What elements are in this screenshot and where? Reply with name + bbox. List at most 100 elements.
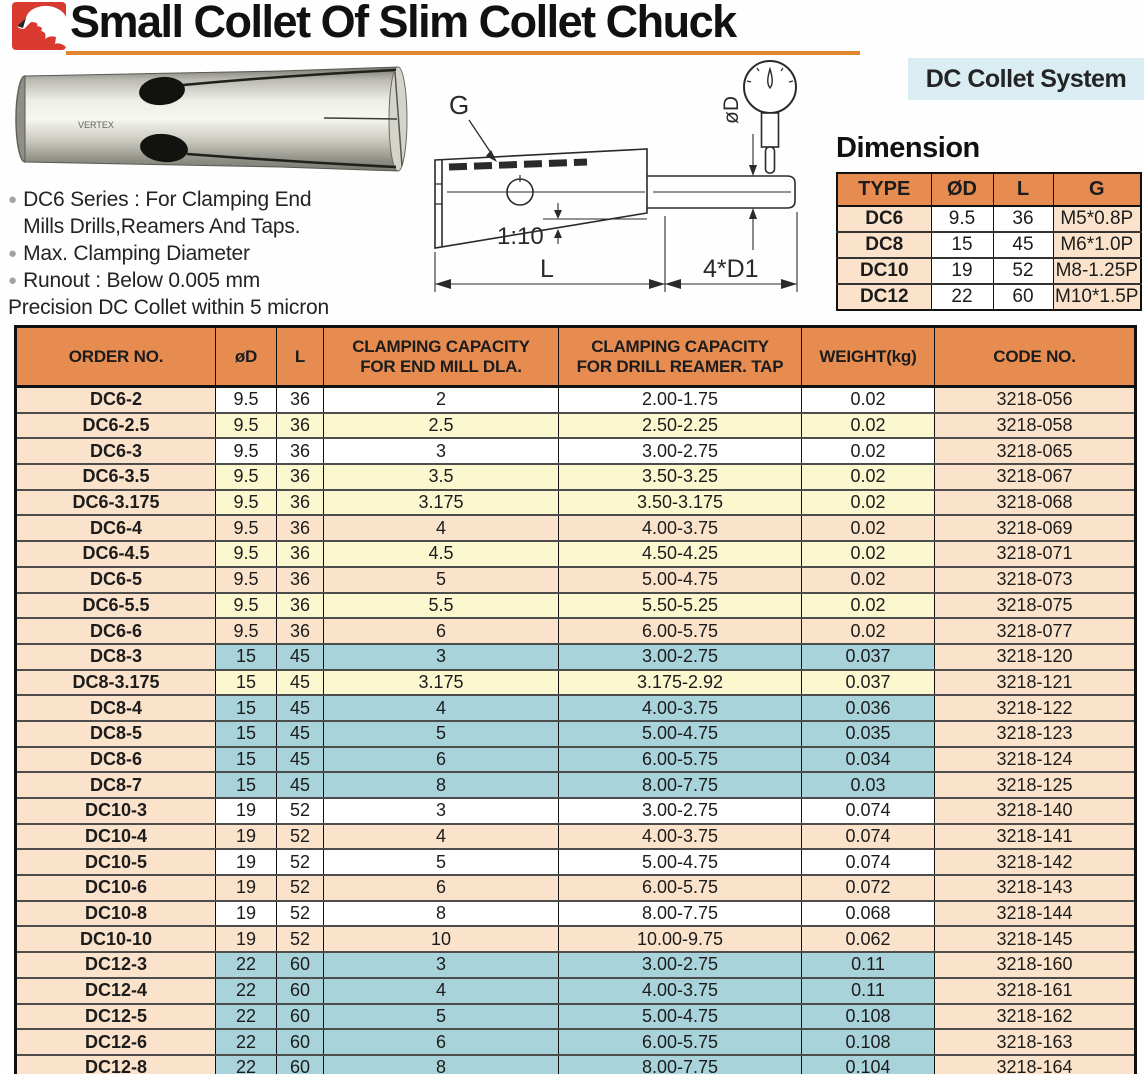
order-row: DC6-4.5 9.5 36 4.5 4.50-4.25 0.02 3218-071 <box>15 540 1136 567</box>
l-cell: 45 <box>992 231 1053 258</box>
code-no-cell: 3218-073 <box>934 565 1136 593</box>
od-cell: 15 <box>215 771 277 798</box>
feature-item: ● DC6 Series : For Clamping End Mills Dr… <box>8 186 442 240</box>
weight-cell: 0.02 <box>801 617 935 644</box>
weight-cell: 0.02 <box>801 591 935 619</box>
order-no-cell: DC8-6 <box>15 745 216 773</box>
l-cell: 36 <box>992 205 1053 232</box>
order-row: DC10-3 19 52 3 3.00-2.75 0.074 3218-140 <box>15 797 1136 824</box>
weight-cell: 0.11 <box>801 976 935 1004</box>
drill-reamer-capacity-cell: 10.00-9.75 <box>558 925 802 953</box>
od-cell: 9.5 <box>215 514 277 542</box>
od-cell: 22 <box>215 951 277 978</box>
type-cell: DC8 <box>836 231 931 258</box>
weight-cell: 0.108 <box>801 1002 935 1030</box>
order-row: DC6-2.5 9.5 36 2.5 2.50-2.25 0.02 3218-058 <box>15 411 1136 439</box>
weight-cell: 0.03 <box>801 771 935 798</box>
thread-header: G <box>1052 173 1141 207</box>
end-mill-capacity-cell: 6 <box>323 617 559 644</box>
eagle-beak <box>17 18 26 28</box>
l-cell: 36 <box>276 591 324 619</box>
thread-zone <box>448 158 588 171</box>
code-no-cell: 3218-124 <box>934 745 1136 773</box>
dial-tip <box>764 146 776 174</box>
order-row: DC6-3.5 9.5 36 3.5 3.50-3.25 0.02 3218-067 <box>15 463 1136 490</box>
order-row: DC6-5.5 9.5 36 5.5 5.50-5.25 0.02 3218-075 <box>15 591 1136 619</box>
type-cell: DC10 <box>836 257 931 284</box>
drill-reamer-capacity-cell: 2.50-2.25 <box>558 411 802 439</box>
code-no-cell: 3218-160 <box>934 951 1136 978</box>
weight-cell: 0.074 <box>801 848 935 876</box>
collet-slit-mid <box>323 117 398 120</box>
collet-hole-top <box>139 76 185 106</box>
od-cell: 22 <box>215 976 277 1004</box>
order-no-cell: DC10-10 <box>15 925 216 953</box>
code-no-cell: 3218-068 <box>934 488 1136 516</box>
g-leader <box>468 119 494 157</box>
label-taper: 1:10 <box>497 223 544 250</box>
end-mill-capacity-cell: 2.5 <box>323 411 559 439</box>
thread-cell: M10*1.5P <box>1052 283 1141 310</box>
code-no-cell: 3218-161 <box>934 976 1136 1004</box>
drill-reamer-capacity-cell: 5.00-4.75 <box>558 1002 802 1030</box>
end-mill-capacity-cell: 6 <box>323 1028 559 1055</box>
drill-reamer-capacity-cell: 8.00-7.75 <box>558 771 802 798</box>
page-title: Small Collet Of Slim Collet Chuck <box>70 0 737 47</box>
weight-cell: 0.034 <box>801 745 935 773</box>
od-header: ØD <box>930 173 993 207</box>
dimension-row: DC8 15 45 M6*1.0P <box>836 231 1141 258</box>
drill-reamer-capacity-cell: 8.00-7.75 <box>558 899 802 927</box>
order-row: DC8-7 15 45 8 8.00-7.75 0.03 3218-125 <box>15 771 1136 798</box>
feature-item: ● Runout : Below 0.005 mm <box>8 267 442 294</box>
od-cell: 19 <box>215 797 277 824</box>
order-no-cell: DC10-4 <box>15 822 216 850</box>
l-cell: 36 <box>276 385 324 413</box>
l-cell: 45 <box>276 694 324 721</box>
code-no-cell: 3218-140 <box>934 797 1136 824</box>
od-cell: 9.5 <box>215 488 277 516</box>
drill-reamer-capacity-cell: 8.00-7.75 <box>558 1053 802 1074</box>
od-cell: 19 <box>215 899 277 927</box>
feature-text: Max. Clamping Diameter <box>23 242 250 265</box>
l-cell: 45 <box>276 668 324 696</box>
od-cell: 9.5 <box>215 463 277 490</box>
order-row: DC10-5 19 52 5 5.00-4.75 0.074 3218-142 <box>15 848 1136 876</box>
order-no-cell: DC6-4 <box>15 514 216 542</box>
bullet-icon: ● <box>8 245 18 262</box>
od-cell: 9.5 <box>930 205 993 232</box>
weight-cell: 0.108 <box>801 1028 935 1055</box>
order-no-cell: DC12-6 <box>15 1028 216 1055</box>
dimension-row: DC12 22 60 M10*1.5P <box>836 283 1141 310</box>
eagle-head <box>17 5 66 47</box>
drill-reamer-capacity-cell: 6.00-5.75 <box>558 1028 802 1055</box>
code-no-cell: 3218-145 <box>934 925 1136 953</box>
end-mill-capacity-cell: 3 <box>323 437 559 465</box>
drill-reamer-capacity-cell: 5.00-4.75 <box>558 848 802 876</box>
front-face-slit <box>394 71 403 167</box>
drill-reamer-capacity-cell: 3.00-2.75 <box>558 437 802 465</box>
code-no-cell: 3218-123 <box>934 719 1136 747</box>
drill-reamer-capacity-cell: 5.00-4.75 <box>558 565 802 593</box>
end-mill-capacity-cell: 5.5 <box>323 591 559 619</box>
order-row: DC6-5 9.5 36 5 5.00-4.75 0.02 3218-073 <box>15 565 1136 593</box>
od-cell: 15 <box>215 668 277 696</box>
shank-outline <box>647 175 796 209</box>
drill-reamer-capacity-cell: 5.50-5.25 <box>558 591 802 619</box>
order-row: DC8-4 15 45 4 4.00-3.75 0.036 3218-122 <box>15 694 1136 721</box>
end-mill-capacity-cell: 3.175 <box>323 668 559 696</box>
order-row: DC10-10 19 52 10 10.00-9.75 0.062 3218-145 <box>15 925 1136 953</box>
drill-reamer-capacity-cell: 3.00-2.75 <box>558 797 802 824</box>
drill-reamer-capacity-cell: 6.00-5.75 <box>558 745 802 773</box>
drill-reamer-capacity-cell: 3.175-2.92 <box>558 668 802 696</box>
eagle-logo-icon <box>12 2 66 50</box>
feature-text: DC6 Series : For Clamping End Mills Dril… <box>23 188 312 238</box>
weight-cell: 0.02 <box>801 385 935 413</box>
end-mill-capacity-cell: 4 <box>323 822 559 850</box>
l-cell: 36 <box>276 565 324 593</box>
order-no-cell: DC8-3.175 <box>15 668 216 696</box>
brand-marking: VERTEX <box>78 120 114 130</box>
type-header: TYPE <box>836 173 931 207</box>
l-cell: 60 <box>276 951 324 978</box>
order-table-body: DC6-2 9.5 36 2 2.00-1.75 0.02 3218-056 DC6-2.5 9… <box>15 385 1136 1074</box>
